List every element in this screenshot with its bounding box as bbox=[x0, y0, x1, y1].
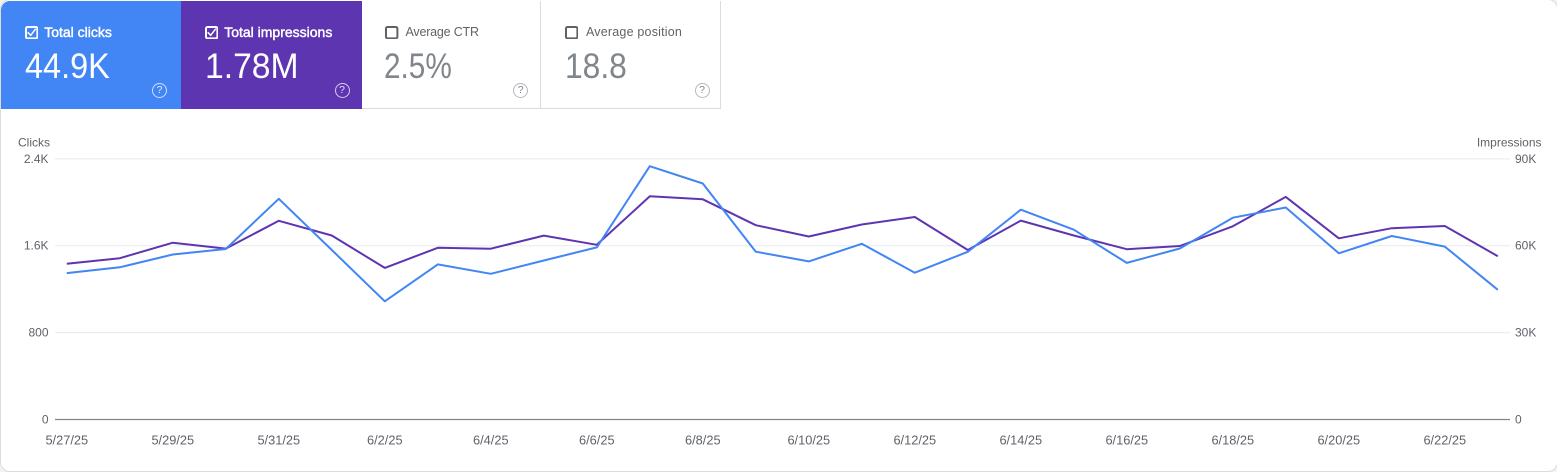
svg-text:6/20/25: 6/20/25 bbox=[1317, 433, 1360, 448]
svg-text:6/14/25: 6/14/25 bbox=[999, 433, 1042, 448]
svg-text:2.4K: 2.4K bbox=[24, 152, 49, 166]
svg-text:60K: 60K bbox=[1515, 239, 1536, 253]
svg-text:6/22/25: 6/22/25 bbox=[1423, 433, 1466, 448]
svg-text:30K: 30K bbox=[1515, 326, 1536, 340]
svg-text:6/4/25: 6/4/25 bbox=[473, 433, 509, 448]
svg-text:0: 0 bbox=[42, 413, 49, 427]
svg-text:6/6/25: 6/6/25 bbox=[579, 433, 615, 448]
svg-text:1.6K: 1.6K bbox=[24, 239, 49, 253]
svg-text:5/29/25: 5/29/25 bbox=[151, 433, 194, 448]
svg-text:6/10/25: 6/10/25 bbox=[787, 433, 830, 448]
svg-text:6/8/25: 6/8/25 bbox=[685, 433, 721, 448]
svg-text:5/31/25: 5/31/25 bbox=[257, 433, 300, 448]
svg-text:6/18/25: 6/18/25 bbox=[1211, 433, 1254, 448]
svg-text:5/27/25: 5/27/25 bbox=[45, 433, 88, 448]
svg-text:6/12/25: 6/12/25 bbox=[893, 433, 936, 448]
svg-text:6/2/25: 6/2/25 bbox=[367, 433, 403, 448]
svg-text:Impressions: Impressions bbox=[1477, 136, 1542, 150]
svg-text:800: 800 bbox=[28, 326, 48, 340]
svg-text:6/16/25: 6/16/25 bbox=[1105, 433, 1148, 448]
svg-text:0: 0 bbox=[1515, 413, 1522, 427]
svg-text:Clicks: Clicks bbox=[18, 136, 50, 150]
svg-text:90K: 90K bbox=[1515, 152, 1536, 166]
